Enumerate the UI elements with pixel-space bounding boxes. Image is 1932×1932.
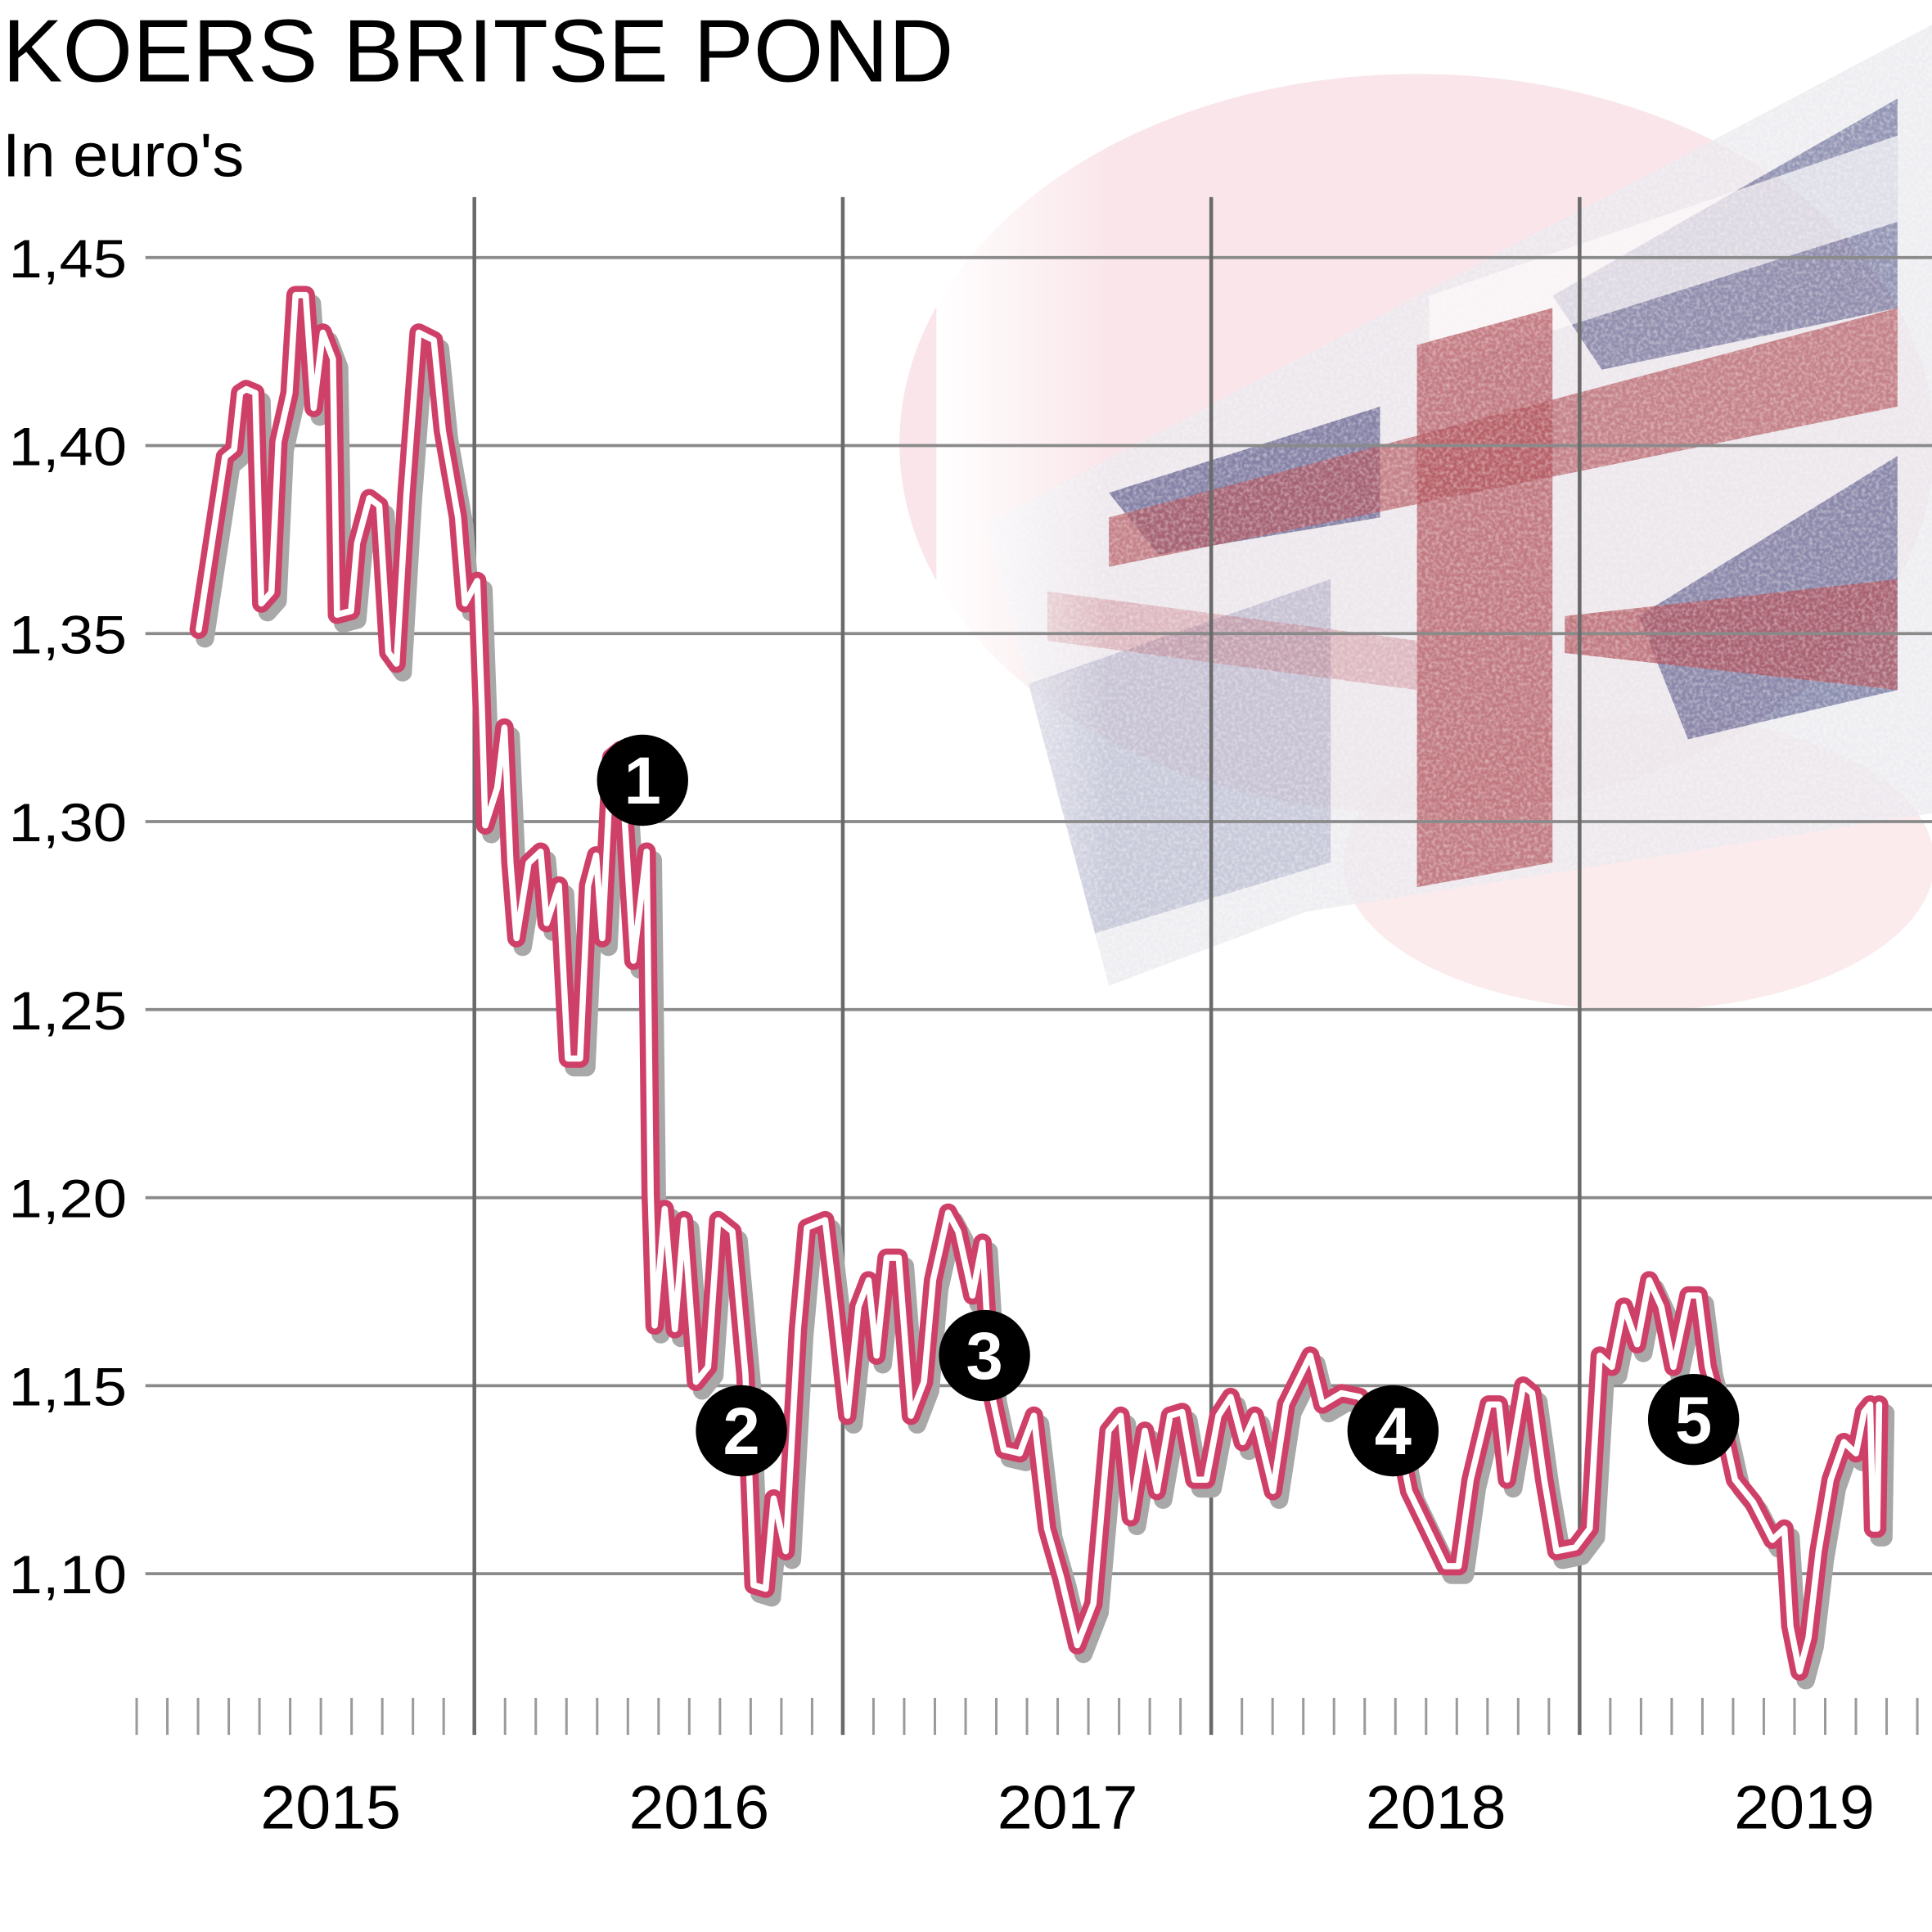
marker-1-label: 1 (624, 744, 661, 818)
series-line-inner (196, 291, 1883, 1675)
marker-4-label: 4 (1375, 1394, 1412, 1469)
marker-4-circle (1347, 1385, 1439, 1477)
marker-5-label: 5 (1675, 1383, 1712, 1457)
y-tick-label: 1,35 (9, 605, 128, 665)
series-gbp-eur (189, 286, 1895, 1690)
x-axis: 2015 2016 2017 2018 2019 (135, 1697, 1919, 1842)
marker-1-circle (597, 734, 688, 826)
y-tick-label: 1,45 (9, 229, 128, 290)
marker-5-circle (1647, 1374, 1740, 1466)
marker-2-circle (696, 1385, 787, 1477)
marker-3-circle (939, 1309, 1030, 1402)
x-tick-label: 2018 (1366, 1773, 1506, 1842)
marker-2-label: 2 (723, 1394, 759, 1469)
x-tick-label: 2017 (998, 1773, 1138, 1842)
y-tick-label: 1,15 (9, 1357, 128, 1417)
chart-subtitle: In euro's (2, 120, 244, 189)
x-tick-label: 2019 (1734, 1773, 1875, 1842)
gridlines (145, 196, 1932, 1736)
marker-3-label: 3 (966, 1319, 1003, 1394)
y-tick-label: 1,10 (9, 1545, 128, 1605)
y-axis: 1,10 1,15 1,20 1,25 1,30 1,35 1,40 1,45 (9, 229, 128, 1605)
y-tick-label: 1,40 (9, 417, 128, 478)
x-tick-label: 2016 (629, 1773, 770, 1842)
y-tick-label: 1,30 (9, 793, 128, 853)
chart-title: KOERS BRITSE POND (2, 1, 953, 100)
union-jack-flag-background (899, 0, 1932, 1110)
event-markers: 1 2 3 4 5 (597, 734, 1740, 1477)
y-tick-label: 1,25 (9, 981, 128, 1042)
x-tick-label: 2015 (260, 1773, 401, 1842)
y-tick-label: 1,20 (9, 1169, 128, 1230)
